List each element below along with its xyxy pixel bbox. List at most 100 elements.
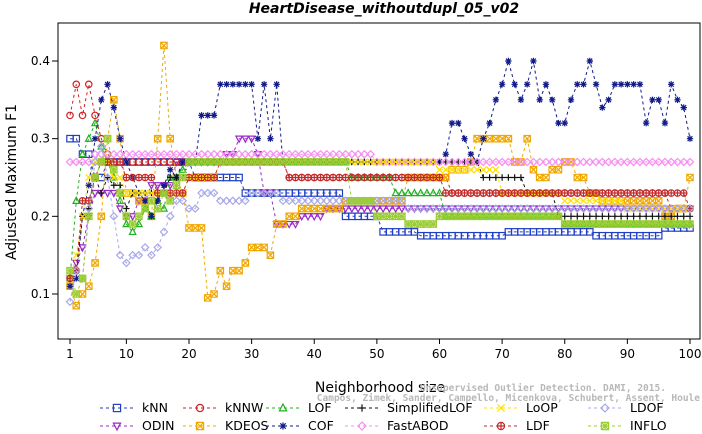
- data-point-LDF: [385, 173, 394, 182]
- data-point-FastABOD: [209, 149, 219, 159]
- data-point-INFLO: [686, 220, 694, 228]
- data-point-FastABOD: [641, 157, 651, 167]
- data-point-SimplifiedLOF: [116, 182, 124, 189]
- data-point-FastABOD: [616, 157, 626, 167]
- data-point-KDEOS: [266, 251, 275, 259]
- data-point-LDF: [291, 173, 300, 182]
- data-point-LDOF: [291, 196, 300, 206]
- data-point-FastABOD: [272, 149, 282, 159]
- data-point-LDF: [648, 189, 657, 197]
- data-point-LoOP: [561, 197, 569, 205]
- data-point-COF: [536, 96, 543, 104]
- data-point-SimplifiedLOF: [630, 213, 637, 220]
- data-point-INFLO: [498, 212, 506, 221]
- data-point-KDEOS: [153, 134, 162, 143]
- data-point-INFLO: [97, 158, 106, 166]
- data-point-LoOP: [379, 158, 387, 166]
- data-point-LDF: [329, 173, 337, 182]
- data-point-ODIN: [128, 213, 137, 222]
- data-point-ODIN: [109, 189, 119, 198]
- data-point-LDF: [661, 189, 669, 197]
- x-tick-label: 100: [679, 347, 702, 361]
- data-point-KDEOS: [210, 290, 218, 298]
- data-point-LDF: [611, 189, 619, 197]
- data-point-COF: [110, 104, 118, 111]
- data-point-LoOP: [448, 166, 456, 174]
- data-point-LDOF: [522, 204, 532, 213]
- data-point-FastABOD: [65, 157, 75, 167]
- legend-label: COF: [308, 418, 334, 433]
- data-point-FastABOD: [585, 157, 595, 167]
- data-point-kNN: [654, 231, 663, 240]
- data-point-FastABOD: [84, 157, 94, 167]
- data-point-LOF: [128, 227, 137, 236]
- legend-item-kNN: kNN: [100, 400, 168, 415]
- data-point-FastABOD: [78, 157, 87, 167]
- data-point-COF: [248, 81, 255, 88]
- data-point-KDEOS: [185, 224, 193, 232]
- data-point-LoOP: [442, 166, 450, 174]
- data-point-LDOF: [215, 196, 225, 206]
- data-point-LDOF: [441, 204, 451, 213]
- data-point-INFLO: [178, 173, 187, 182]
- data-point-SimplifiedLOF: [592, 213, 600, 220]
- data-point-LDF: [567, 189, 575, 197]
- data-point-SimplifiedLOF: [574, 213, 581, 220]
- data-point-LDOF: [128, 250, 137, 260]
- data-point-INFLO: [391, 212, 400, 221]
- data-point-LDF: [585, 189, 594, 197]
- data-point-LoOP: [467, 166, 475, 174]
- data-point-COF: [467, 151, 475, 158]
- data-point-LDOF: [466, 204, 476, 213]
- legend-marker-kNN: [112, 403, 122, 413]
- data-point-LOF: [122, 219, 131, 228]
- data-point-FastABOD: [372, 157, 382, 167]
- data-point-INFLO: [598, 220, 607, 228]
- data-point-FastABOD: [316, 149, 325, 159]
- data-point-LDOF: [159, 227, 169, 237]
- data-point-INFLO: [592, 220, 600, 228]
- legend-label: SimplifiedLOF: [387, 400, 473, 415]
- data-point-LoOP: [479, 166, 487, 174]
- data-point-LDOF: [585, 204, 595, 213]
- data-point-KDEOS: [654, 197, 663, 205]
- data-point-LOF: [72, 195, 81, 204]
- data-point-INFLO: [128, 220, 137, 228]
- data-point-INFLO: [141, 204, 149, 213]
- data-point-INFLO: [222, 158, 231, 166]
- data-point-LDOF: [491, 204, 501, 213]
- data-point-INFLO: [166, 197, 175, 205]
- data-point-LoOP: [429, 158, 437, 166]
- legend-marker-KDEOS: [195, 421, 205, 431]
- data-point-KDEOS: [97, 212, 106, 221]
- data-point-INFLO: [197, 158, 206, 166]
- data-point-LDOF: [247, 188, 256, 198]
- data-point-SimplifiedLOF: [599, 213, 606, 220]
- data-point-LDOF: [253, 188, 263, 198]
- data-point-FastABOD: [184, 149, 194, 159]
- data-point-LDF: [435, 173, 444, 182]
- data-point-FastABOD: [247, 149, 256, 159]
- data-point-COF: [73, 275, 80, 282]
- data-point-LDF: [122, 173, 131, 182]
- data-point-FastABOD: [278, 149, 288, 159]
- data-point-KDEOS: [91, 259, 99, 267]
- data-point-INFLO: [654, 220, 663, 228]
- data-point-LDF: [485, 189, 494, 197]
- legend-label: kNN: [142, 400, 168, 415]
- data-point-FastABOD: [460, 157, 469, 167]
- data-point-LoOP: [360, 158, 368, 166]
- legend-label: ODIN: [142, 418, 175, 433]
- data-point-LDOF: [378, 196, 388, 206]
- data-point-LoOP: [147, 189, 156, 197]
- data-point-LDOF: [184, 204, 194, 213]
- data-point-COF: [179, 158, 186, 166]
- data-point-FastABOD: [666, 157, 676, 167]
- data-point-COF: [98, 96, 105, 104]
- data-point-INFLO: [535, 212, 544, 221]
- legend-label: kNNW: [225, 400, 263, 415]
- data-point-LDOF: [259, 188, 269, 198]
- data-point-INFLO: [517, 212, 525, 221]
- data-point-LDOF: [222, 196, 231, 206]
- legend-label: LOF: [308, 400, 332, 415]
